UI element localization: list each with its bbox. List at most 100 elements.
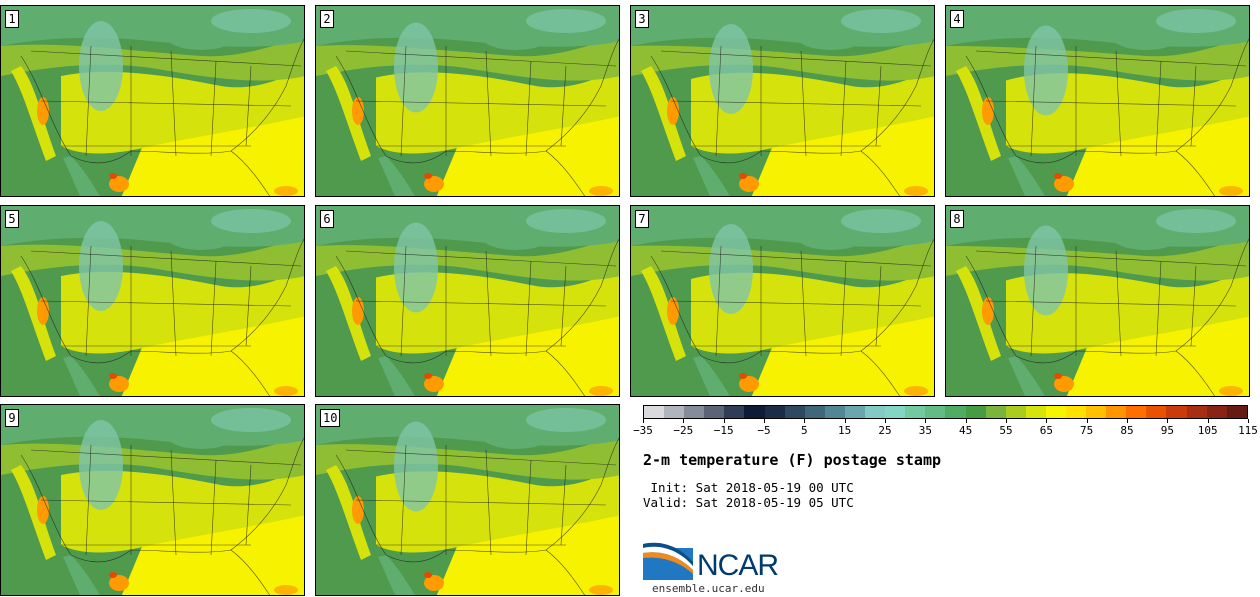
colorbar-cell bbox=[945, 406, 966, 418]
mexico-mountains bbox=[63, 555, 100, 595]
desert-hot-spot bbox=[982, 97, 994, 125]
west-coast-region bbox=[11, 266, 56, 361]
colorbar-tick bbox=[1167, 419, 1169, 423]
stamp-panel: 6 bbox=[315, 205, 620, 397]
boundary-line bbox=[85, 245, 92, 357]
boundary-line bbox=[560, 65, 567, 147]
desert-hot-spot bbox=[352, 496, 364, 524]
boundary-line bbox=[485, 50, 492, 157]
mountain-cold-region bbox=[394, 421, 438, 512]
colorbar-tick-label: 75 bbox=[1080, 424, 1094, 437]
mexico-hot-spot bbox=[424, 575, 444, 591]
caribbean-warm-spot bbox=[589, 386, 613, 396]
warm-region bbox=[691, 67, 934, 154]
temperature-map bbox=[316, 405, 619, 595]
boundary-line bbox=[40, 499, 292, 506]
colorbar-cell bbox=[684, 406, 705, 418]
boundary-line bbox=[1190, 65, 1197, 147]
northeast-cold-region bbox=[841, 9, 921, 33]
mexico-mountains bbox=[1008, 156, 1045, 196]
mexico-mountains bbox=[63, 156, 100, 196]
west-coast-region bbox=[11, 465, 56, 560]
stamp-panel: 3 bbox=[630, 5, 935, 197]
boundary-line bbox=[840, 60, 847, 157]
boundary-line bbox=[1175, 38, 1249, 152]
boundary-line bbox=[660, 250, 932, 267]
boundary-line bbox=[560, 464, 567, 546]
west-coast-region bbox=[956, 66, 1001, 161]
colorbar-cell bbox=[1065, 406, 1087, 418]
great-lakes-region bbox=[481, 421, 551, 449]
temperature-colorbar bbox=[643, 405, 1248, 419]
colorbar-tick bbox=[723, 419, 725, 423]
great-lakes-region bbox=[796, 22, 866, 50]
mountain-cold-region bbox=[394, 222, 438, 313]
boundary-line bbox=[30, 250, 302, 267]
boundary-line bbox=[1030, 245, 1037, 357]
mexico-hot-spot bbox=[1054, 176, 1074, 192]
stamp-panel: 7 bbox=[630, 205, 935, 397]
boundary-line bbox=[1115, 50, 1122, 157]
boundary-line bbox=[560, 265, 567, 347]
west-coast-region bbox=[326, 266, 371, 361]
west-coast-region bbox=[956, 266, 1001, 361]
warm-region bbox=[1006, 267, 1249, 354]
boundary-line bbox=[485, 449, 492, 556]
boundary-line bbox=[400, 444, 407, 556]
colorbar-tick bbox=[683, 419, 685, 423]
colorbar-tick bbox=[1207, 419, 1209, 423]
stamp-number: 9 bbox=[5, 409, 19, 427]
boundary-line bbox=[715, 245, 722, 357]
colorbar-tick bbox=[1046, 419, 1048, 423]
boundary-line bbox=[170, 250, 177, 357]
colorbar-tick-label: 55 bbox=[999, 424, 1013, 437]
colorbar-tick-label: −5 bbox=[757, 424, 771, 437]
boundary-line bbox=[355, 100, 607, 107]
great-lakes-region bbox=[1111, 222, 1181, 250]
northeast-cold-region bbox=[526, 209, 606, 233]
colorbar-tick bbox=[844, 419, 846, 423]
warm-region bbox=[691, 267, 934, 354]
colorbar-cell bbox=[724, 406, 745, 418]
colorbar-cell bbox=[1045, 406, 1066, 418]
mountain-cold-region bbox=[709, 224, 753, 314]
boundary-line bbox=[840, 260, 847, 357]
boundary-line bbox=[650, 255, 900, 396]
colorbar-cell bbox=[1025, 406, 1046, 418]
temperature-map bbox=[631, 206, 934, 396]
boundary-line bbox=[210, 260, 217, 357]
extreme-hot-spot bbox=[109, 173, 117, 179]
mountain-cold-region bbox=[79, 420, 123, 510]
mild-region bbox=[316, 36, 619, 81]
boundary-line bbox=[40, 100, 292, 107]
desert-hot-spot bbox=[37, 496, 49, 524]
boundary-line bbox=[20, 454, 270, 595]
desert-hot-spot bbox=[37, 97, 49, 125]
colorbar-tick bbox=[885, 419, 886, 423]
boundary-line bbox=[355, 499, 607, 506]
boundary-line bbox=[875, 265, 882, 347]
colorbar-tick-label: 85 bbox=[1120, 424, 1134, 437]
colorbar-tick-label: 35 bbox=[918, 424, 932, 437]
west-coast-region bbox=[326, 465, 371, 560]
northeast-cold-region bbox=[526, 408, 606, 432]
great-lakes-region bbox=[481, 222, 551, 250]
mild-region bbox=[631, 36, 934, 81]
boundary-line bbox=[800, 50, 807, 157]
colorbar-cell bbox=[764, 406, 785, 418]
colorbar-cell bbox=[844, 406, 866, 418]
desert-hot-spot bbox=[667, 97, 679, 125]
boundary-line bbox=[20, 255, 270, 396]
boundary-line bbox=[345, 449, 617, 466]
boundary-line bbox=[975, 250, 1247, 267]
colorbar-ticks: −35 −25 −15 −5 5 15 25 35 45 55 65 75 85 95 105 115 bbox=[633, 419, 1258, 439]
colorbar-cell bbox=[865, 406, 886, 418]
stamp-number: 7 bbox=[635, 210, 649, 228]
colorbar-tick-label: −35 bbox=[633, 424, 653, 437]
boundary-line bbox=[40, 300, 292, 307]
colorbar-tick bbox=[1248, 419, 1249, 423]
northeast-cold-region bbox=[211, 209, 291, 233]
stamp-number: 5 bbox=[5, 210, 19, 228]
mexico-mountains bbox=[378, 356, 415, 396]
logo-url[interactable]: ensemble.ucar.edu bbox=[652, 582, 765, 595]
